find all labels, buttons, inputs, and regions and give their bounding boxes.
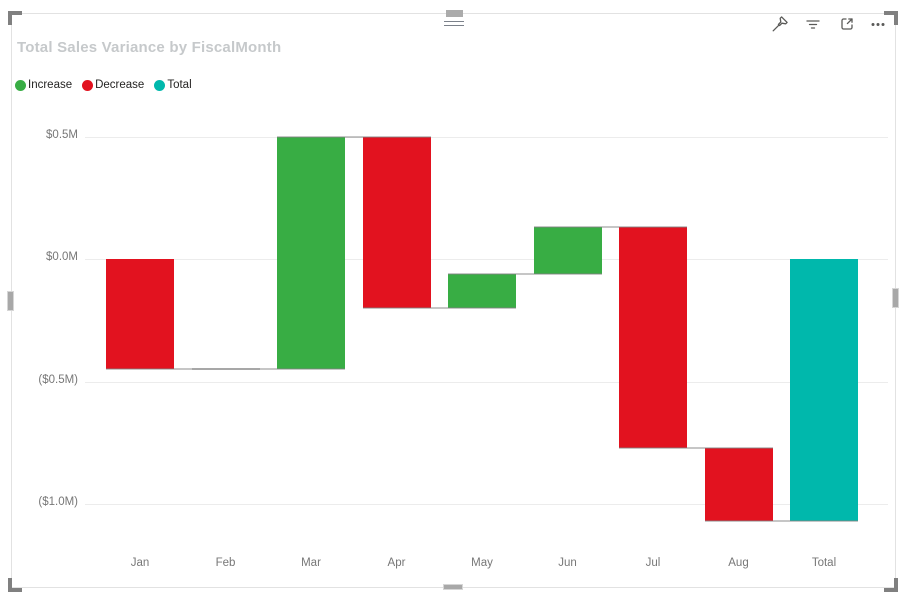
y-axis-tick-label: $0.5M (46, 128, 78, 141)
drag-handle[interactable] (446, 10, 463, 17)
connector-line (619, 446, 773, 449)
gridline (85, 136, 888, 138)
gridline (85, 504, 888, 505)
resize-handle-top-right[interactable] (884, 11, 898, 25)
legend-label: Total (167, 79, 192, 91)
waterfall-bar-apr[interactable] (362, 136, 431, 308)
legend-item-increase[interactable]: Increase (15, 79, 72, 91)
waterfall-bar-total[interactable] (790, 259, 858, 522)
connector-line (533, 226, 687, 229)
x-axis-label-jul: Jul (645, 557, 661, 569)
legend-label: Increase (28, 79, 73, 91)
connector-line (704, 520, 858, 523)
connector-line (106, 368, 260, 371)
x-axis-label-apr: Apr (387, 557, 406, 569)
legend-item-total[interactable]: Total (154, 79, 192, 91)
x-axis-label-jan: Jan (130, 557, 150, 569)
filter-icon[interactable] (804, 15, 822, 33)
legend-item-decrease[interactable]: Decrease (82, 79, 144, 91)
legend-dot-decrease (82, 79, 94, 91)
connector-line (277, 135, 431, 138)
waterfall-bar-jun[interactable] (533, 227, 602, 274)
y-axis-tick-label: $0.0M (46, 251, 78, 263)
y-axis-tick-label: ($1.0M) (38, 496, 78, 508)
connector-line (191, 368, 345, 371)
connector-line (362, 307, 516, 309)
x-axis-label-may: May (471, 557, 493, 569)
x-axis-label-feb: Feb (215, 557, 236, 569)
x-axis-label-total: Total (811, 557, 837, 569)
resize-handle-bottom-left[interactable] (8, 578, 22, 592)
gridline (85, 259, 888, 260)
resize-handle-bottom[interactable] (443, 584, 463, 590)
connector-line (448, 272, 602, 275)
resize-handle-left[interactable] (7, 291, 14, 311)
waterfall-bar-aug[interactable] (704, 447, 773, 522)
waterfall-bar-jul[interactable] (619, 227, 687, 448)
x-axis-label-mar: Mar (301, 557, 321, 569)
legend-dot-total (154, 79, 166, 91)
waterfall-bar-may[interactable] (448, 273, 516, 308)
visual-title: Total Sales Variance by FiscalMonth (17, 39, 282, 56)
legend-dot-increase (15, 79, 26, 91)
resize-handle-bottom-right[interactable] (884, 578, 898, 592)
x-axis-label-jun: Jun (558, 557, 577, 569)
waterfall-bar-mar[interactable] (277, 136, 345, 370)
x-axis-label-aug: Aug (728, 557, 749, 569)
drag-grip-icon[interactable] (444, 25, 464, 26)
resize-handle-right[interactable] (892, 288, 899, 308)
more-options-icon[interactable] (869, 15, 887, 33)
resize-handle-top-left[interactable] (8, 11, 22, 25)
legend: Increase Decrease Total (15, 79, 202, 91)
pin-icon[interactable] (771, 15, 789, 33)
focus-mode-icon[interactable] (838, 15, 856, 33)
legend-label: Decrease (95, 79, 145, 91)
waterfall-bar-jan[interactable] (106, 259, 174, 370)
y-axis-tick-label: ($0.5M) (38, 373, 78, 386)
drag-grip-icon[interactable] (444, 21, 464, 22)
gridline (85, 381, 888, 383)
